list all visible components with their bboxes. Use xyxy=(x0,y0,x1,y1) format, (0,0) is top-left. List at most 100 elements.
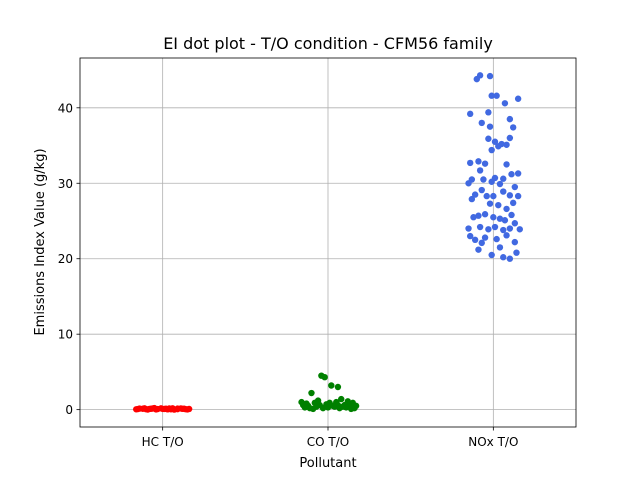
y-tick-label: 20 xyxy=(58,252,73,266)
data-point xyxy=(491,138,499,145)
data-points xyxy=(133,72,523,413)
data-point xyxy=(485,109,492,116)
data-point xyxy=(476,223,484,231)
data-point xyxy=(466,110,474,118)
data-point xyxy=(508,171,515,178)
data-point xyxy=(466,232,474,240)
data-point xyxy=(478,239,485,247)
data-point xyxy=(147,405,155,412)
data-point xyxy=(475,158,482,165)
data-point xyxy=(465,225,472,232)
y-tick-label: 40 xyxy=(58,101,73,115)
y-tick-label: 30 xyxy=(58,177,73,191)
data-point xyxy=(511,220,519,227)
data-point xyxy=(496,215,504,222)
data-point xyxy=(478,119,485,127)
data-point xyxy=(475,212,482,219)
data-point xyxy=(493,235,500,243)
data-point xyxy=(481,211,489,218)
y-axis-ticks: 0 10 20 30 40 xyxy=(58,101,80,417)
data-point xyxy=(319,404,327,412)
data-point xyxy=(338,395,345,403)
data-point xyxy=(506,134,514,142)
data-point xyxy=(465,180,472,187)
data-point xyxy=(481,160,489,167)
data-point xyxy=(495,143,502,150)
data-point xyxy=(496,244,504,251)
data-point xyxy=(339,403,347,410)
data-point xyxy=(481,234,489,241)
data-point xyxy=(500,175,507,182)
data-point xyxy=(485,135,492,142)
data-point xyxy=(468,195,476,203)
data-point xyxy=(485,226,492,233)
data-point xyxy=(506,115,514,123)
data-point xyxy=(334,401,342,409)
x-axis-label: Pollutant xyxy=(299,456,356,471)
data-point xyxy=(470,214,477,221)
data-point xyxy=(174,405,181,412)
data-point xyxy=(500,188,507,195)
data-point xyxy=(314,397,322,404)
x-tick-label: HC T/O xyxy=(142,435,184,449)
data-point xyxy=(346,401,353,408)
x-tick-label: CO T/O xyxy=(307,435,349,449)
data-point xyxy=(514,192,522,200)
chart-title: EI dot plot - T/O condition - CFM56 fami… xyxy=(163,34,493,53)
y-tick-label: 10 xyxy=(58,328,73,342)
data-point xyxy=(501,100,509,107)
data-point xyxy=(500,226,507,234)
data-point xyxy=(508,211,515,219)
data-point xyxy=(503,205,510,213)
data-point xyxy=(152,406,160,413)
data-point xyxy=(141,405,148,412)
data-point xyxy=(328,382,335,389)
data-point xyxy=(511,183,519,191)
data-point xyxy=(161,405,168,413)
y-axis-label: Emissions Index Value (g/kg) xyxy=(33,148,48,335)
data-point xyxy=(503,141,510,148)
data-point xyxy=(506,255,514,262)
data-point xyxy=(511,238,519,246)
data-point xyxy=(493,92,500,99)
data-point xyxy=(473,75,480,83)
data-point xyxy=(483,192,490,200)
data-point xyxy=(509,124,517,131)
grid-lines xyxy=(80,58,576,427)
data-point xyxy=(334,383,342,391)
data-point xyxy=(488,178,495,185)
data-point xyxy=(182,405,190,413)
data-point xyxy=(513,249,520,256)
data-point xyxy=(476,167,484,174)
data-point xyxy=(309,405,317,413)
data-point xyxy=(300,401,307,409)
data-point xyxy=(486,200,494,207)
data-point xyxy=(475,246,482,253)
data-point xyxy=(321,373,328,381)
data-point xyxy=(506,192,514,199)
data-point xyxy=(471,236,479,244)
y-tick-label: 0 xyxy=(65,403,73,417)
data-point xyxy=(166,405,173,412)
data-point xyxy=(501,217,509,224)
data-point xyxy=(488,251,495,259)
data-point xyxy=(509,199,517,207)
data-point xyxy=(326,399,333,407)
data-point xyxy=(516,226,523,233)
data-point xyxy=(503,161,510,168)
data-point xyxy=(514,170,522,177)
data-point xyxy=(491,223,499,231)
data-point xyxy=(514,95,522,102)
data-point xyxy=(495,201,502,209)
data-point xyxy=(488,146,495,154)
data-point xyxy=(488,92,495,99)
data-point xyxy=(351,404,358,412)
data-point xyxy=(134,405,142,413)
data-point xyxy=(478,186,485,194)
data-point xyxy=(471,191,479,198)
data-point xyxy=(486,72,494,80)
data-point xyxy=(466,159,474,167)
data-point xyxy=(490,192,497,200)
data-point xyxy=(308,389,315,397)
